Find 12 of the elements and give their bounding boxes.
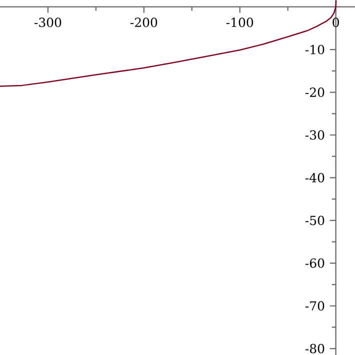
y-tick-label: -60: [305, 258, 324, 268]
y-tick-label: -20: [305, 88, 324, 97]
y-tick-label: -10: [305, 44, 324, 54]
y-tick-label: -50: [305, 216, 324, 226]
x-tick-label: -300: [34, 18, 62, 28]
y-tick-label: -40: [305, 172, 324, 182]
x-tick-label: -200: [130, 18, 158, 28]
line-series: [0, 0, 337, 87]
y-tick-label: -80: [305, 344, 324, 354]
y-tick-label: -70: [305, 301, 324, 311]
x-tick-label: -100: [226, 18, 254, 28]
y-tick-label: -30: [305, 130, 324, 140]
